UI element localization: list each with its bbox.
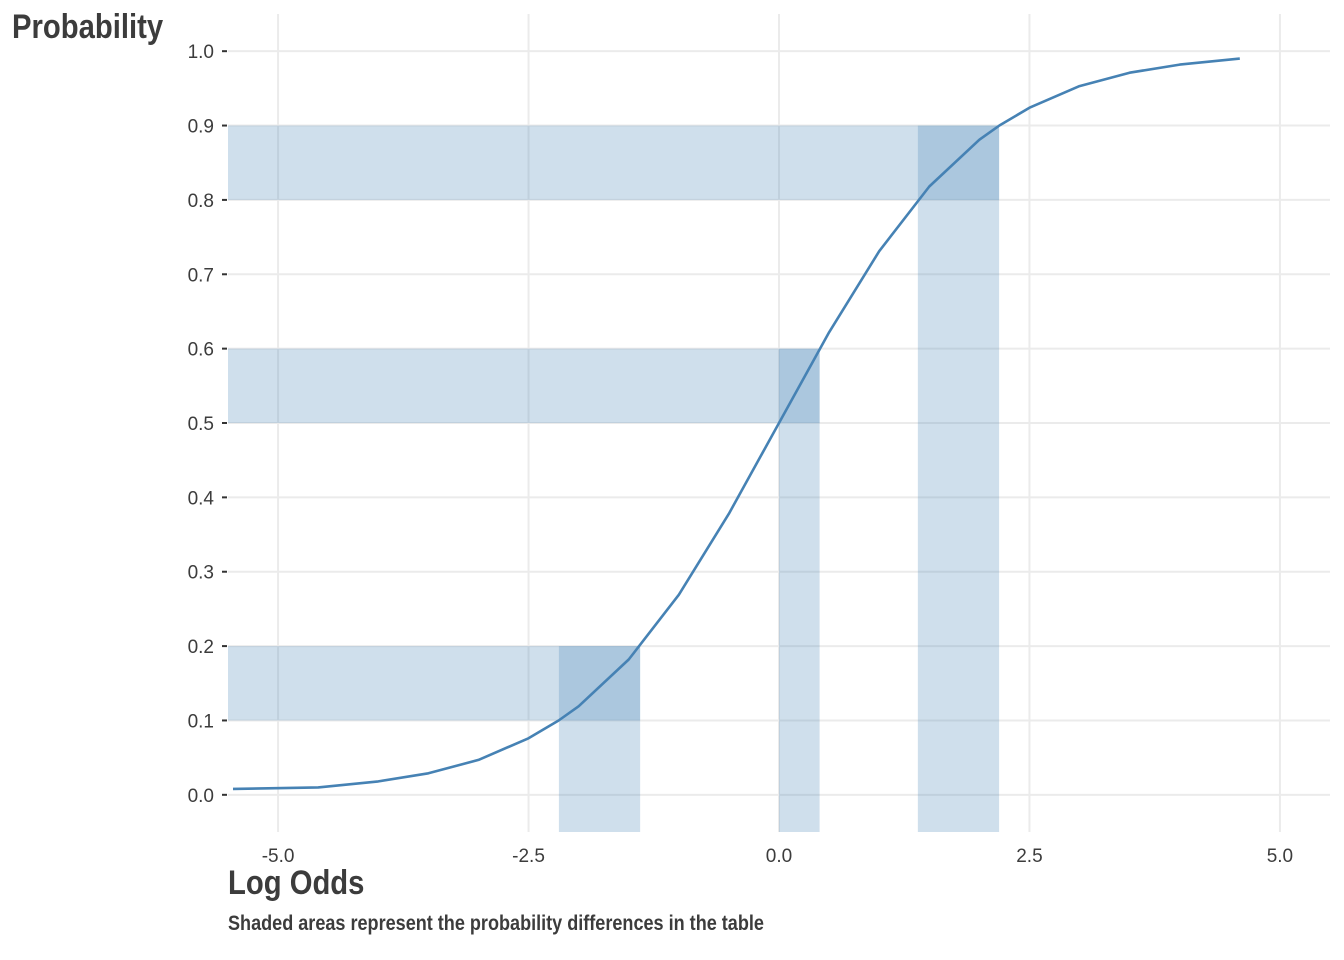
y-tick-label: 0.9 xyxy=(188,117,214,138)
axis-layer: 0.0 0.1 0.2 0.3 0.4 0.5 0.6 0.7 0.8 0.9 1.0 -5.0 -2.… xyxy=(188,42,1294,867)
y-tick-label: 0.3 xyxy=(188,563,214,584)
curve-layer xyxy=(232,57,1240,791)
y-tick-label: 0.2 xyxy=(188,637,214,658)
logistic-curve-line xyxy=(232,57,1240,791)
x-tick-label: -2.5 xyxy=(512,846,545,867)
horizontal-band xyxy=(228,348,820,423)
horizontal-band xyxy=(228,125,1000,200)
x-axis-title: Log Odds xyxy=(228,864,365,902)
y-tick-label: 0.7 xyxy=(188,265,214,286)
x-tick-label: 2.5 xyxy=(1016,846,1042,867)
y-tick-label: 0.5 xyxy=(188,414,214,435)
shaded-bands xyxy=(228,125,1000,832)
x-tick-label: -5.0 xyxy=(262,846,295,867)
y-tick-label: 0.8 xyxy=(188,191,214,212)
vertical-band xyxy=(558,646,641,832)
chart-caption: Shaded areas represent the probability d… xyxy=(228,912,764,935)
y-tick-label: 0.6 xyxy=(188,340,214,361)
y-axis-title: Probability xyxy=(12,8,164,46)
y-tick-label: 0.1 xyxy=(188,711,214,732)
y-tick-label: 1.0 xyxy=(188,42,214,63)
x-tick-label: 5.0 xyxy=(1267,846,1293,867)
y-tick-label: 0.4 xyxy=(188,488,215,509)
vertical-band xyxy=(779,348,820,832)
horizontal-band xyxy=(228,646,641,721)
x-tick-label: 0.0 xyxy=(766,846,792,867)
y-tick-label: 0.0 xyxy=(188,786,214,807)
vertical-band xyxy=(917,125,1000,832)
